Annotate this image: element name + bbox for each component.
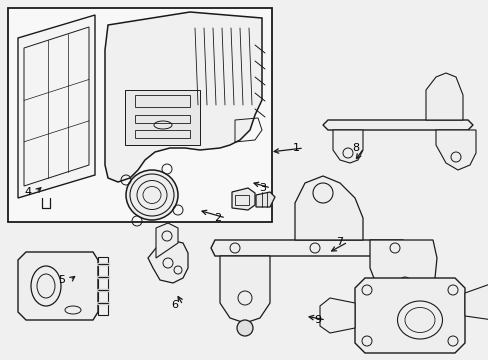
Polygon shape: [18, 15, 95, 198]
Polygon shape: [210, 240, 406, 256]
Bar: [135, 130, 190, 138]
Bar: [8, 8, 271, 222]
Text: 5: 5: [59, 275, 65, 285]
Polygon shape: [105, 12, 262, 182]
Text: 3: 3: [259, 183, 266, 193]
Bar: [135, 95, 190, 107]
Text: 1: 1: [292, 143, 299, 153]
Polygon shape: [156, 223, 178, 258]
Text: 4: 4: [24, 187, 32, 197]
Polygon shape: [319, 298, 354, 333]
Polygon shape: [294, 176, 362, 240]
Polygon shape: [464, 283, 488, 320]
Bar: [135, 115, 190, 123]
Polygon shape: [332, 130, 362, 163]
Polygon shape: [354, 278, 464, 353]
Polygon shape: [220, 256, 269, 323]
Polygon shape: [323, 120, 472, 130]
Polygon shape: [435, 130, 475, 170]
Polygon shape: [256, 192, 274, 207]
Polygon shape: [18, 252, 98, 320]
Polygon shape: [148, 240, 187, 283]
Ellipse shape: [126, 170, 178, 220]
Text: 9: 9: [314, 315, 321, 325]
Text: 8: 8: [352, 143, 359, 153]
Circle shape: [237, 320, 252, 336]
Polygon shape: [425, 73, 462, 120]
Bar: [235, 195, 248, 205]
Polygon shape: [125, 90, 200, 145]
Text: 6: 6: [171, 300, 178, 310]
Text: 2: 2: [214, 213, 221, 223]
Polygon shape: [369, 240, 436, 300]
Polygon shape: [231, 188, 254, 210]
Text: 7: 7: [336, 237, 343, 247]
Bar: [98, 257, 108, 315]
